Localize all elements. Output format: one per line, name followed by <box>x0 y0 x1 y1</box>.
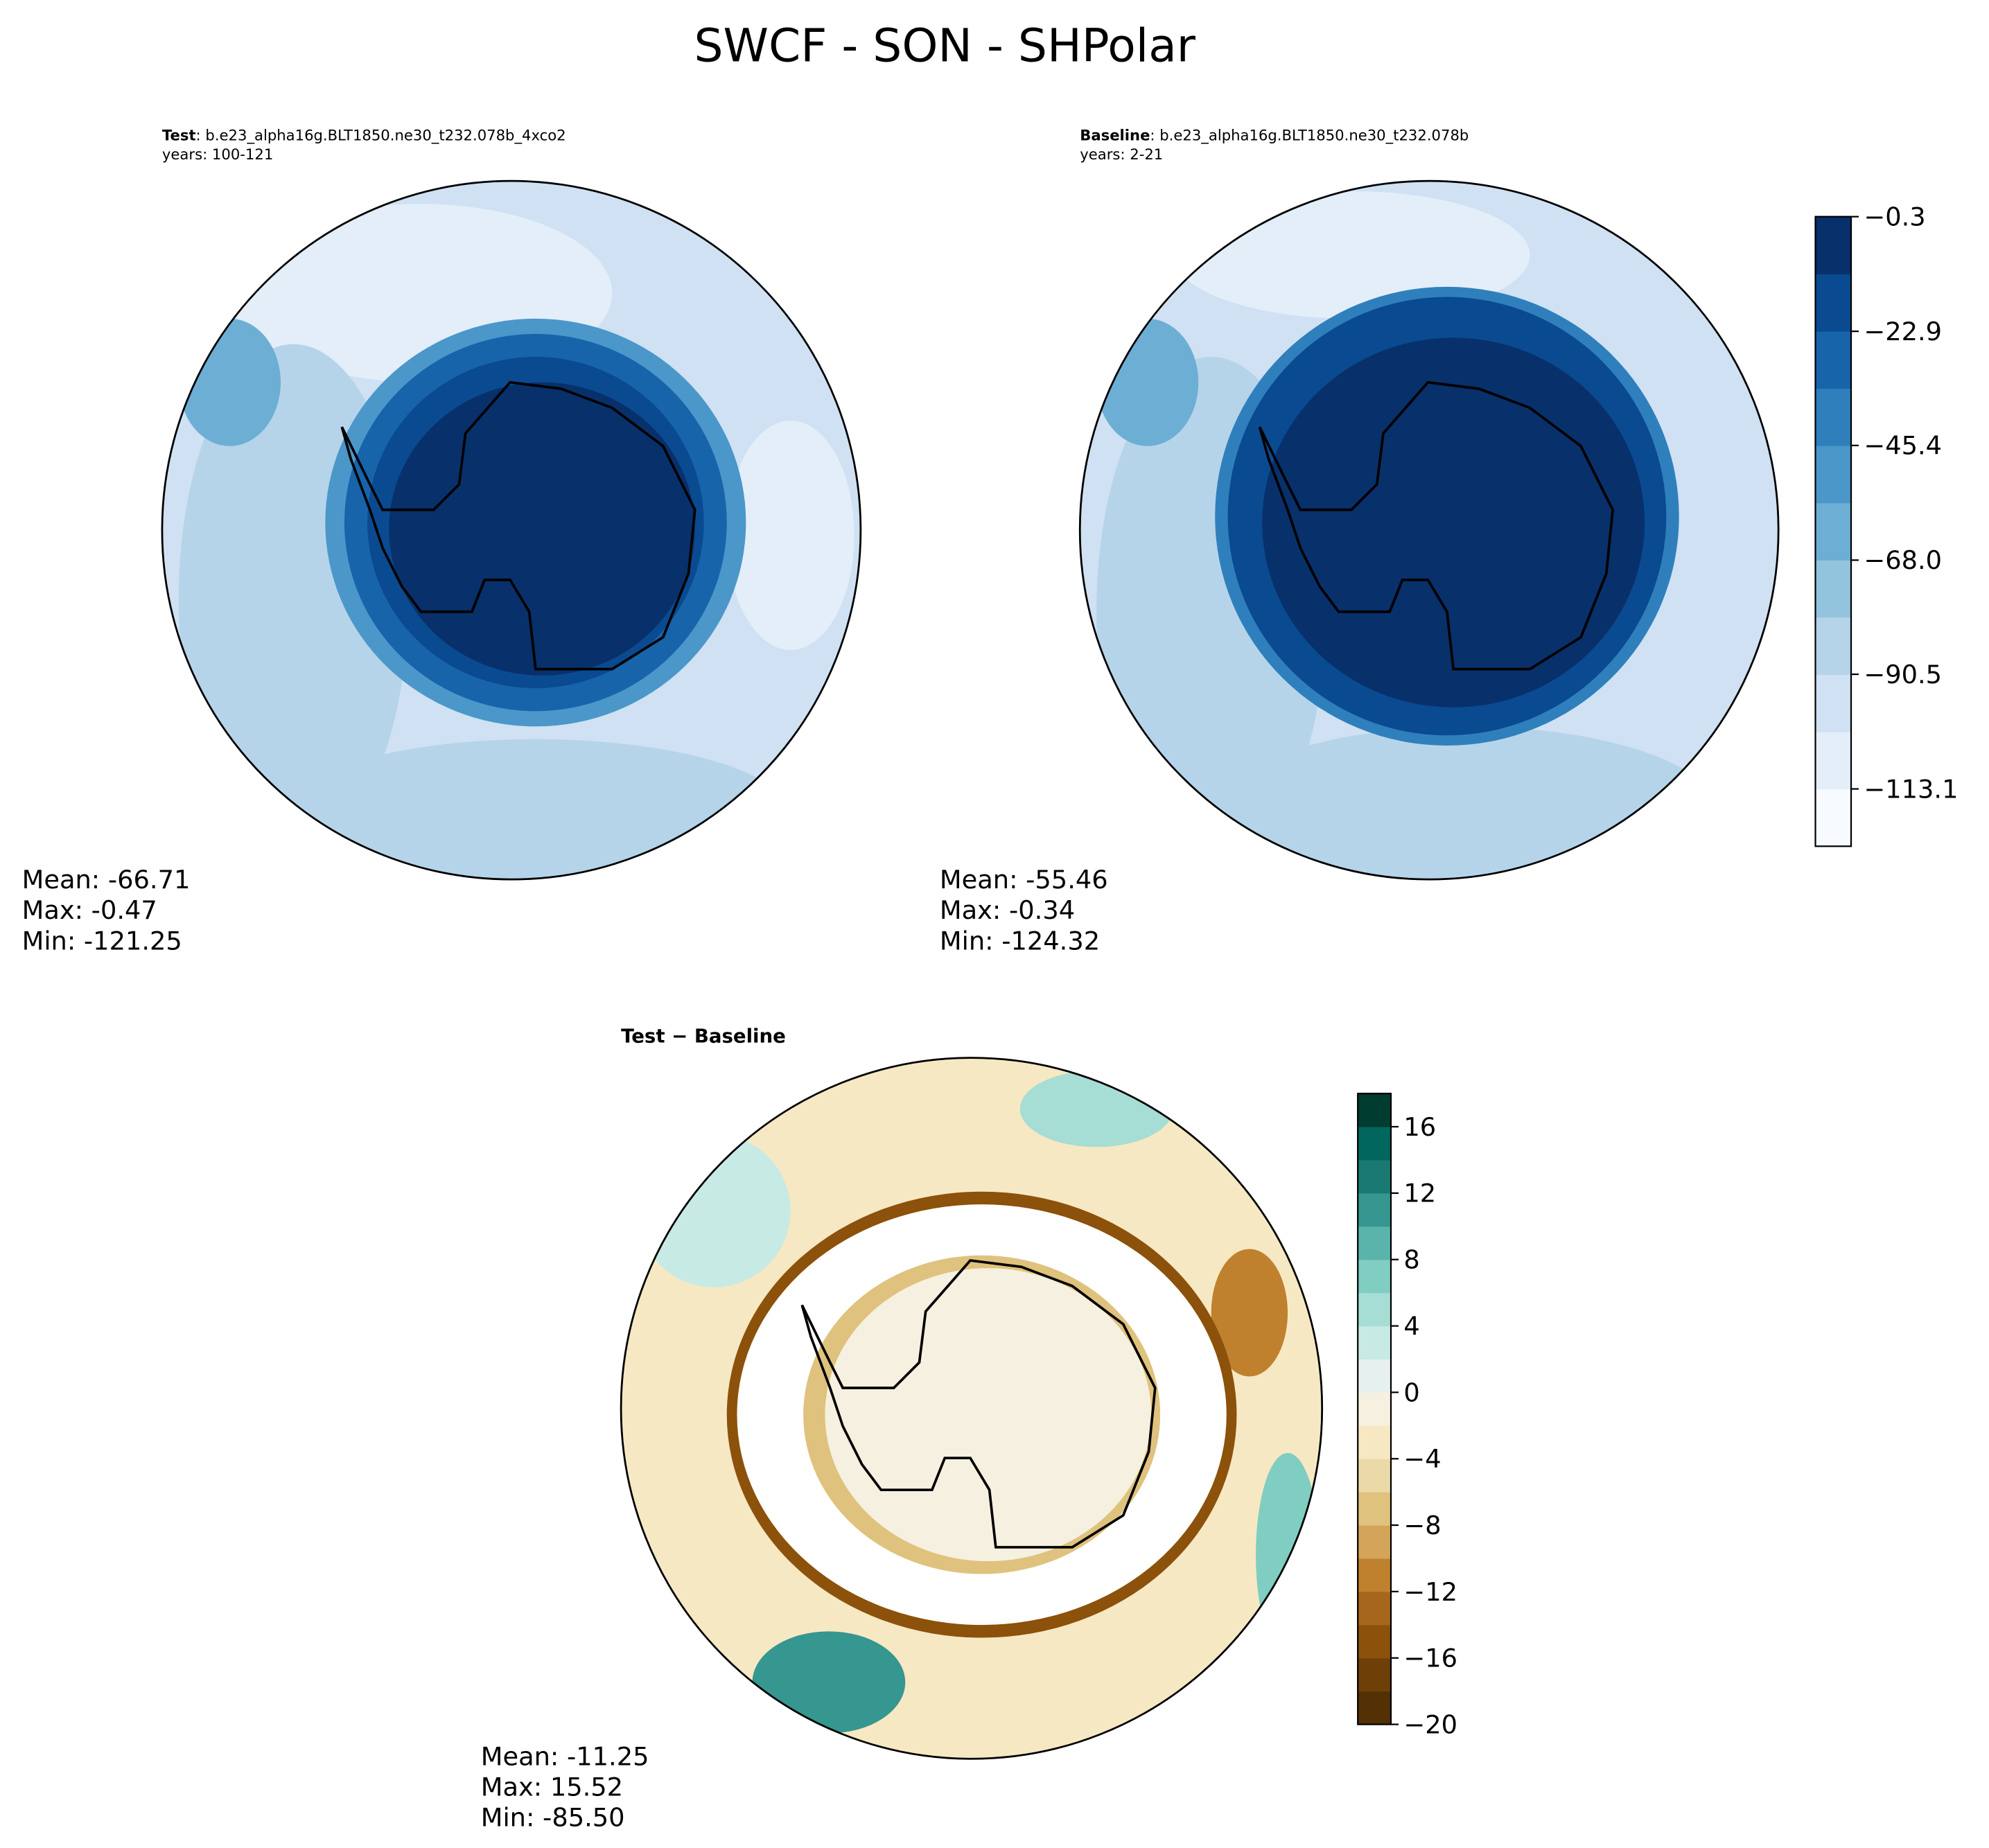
colorbar-band <box>1358 1392 1392 1426</box>
colorbar-band <box>1815 502 1852 561</box>
panel-stat: Min: -121.25 <box>22 926 182 956</box>
panel-label: Baseline <box>1080 126 1150 143</box>
colorbar-tick-label: −90.5 <box>1864 660 1942 689</box>
colorbar-tick-label: 8 <box>1403 1245 1419 1275</box>
colorbar-band <box>1358 1624 1392 1659</box>
colorbar-band <box>1358 1558 1392 1592</box>
panel-label: Test − Baseline <box>621 1025 786 1048</box>
panel-label: Test <box>162 126 196 143</box>
panel-subtitle: Baseline: b.e23_alpha16g.BLT1850.ne30_t2… <box>1080 126 1469 144</box>
colorbar-band <box>1358 1226 1392 1260</box>
colorbar-band <box>1815 789 1852 847</box>
colorbar-band <box>1815 674 1852 732</box>
colorbar-band <box>1358 1459 1392 1493</box>
colorbar-band <box>1815 446 1852 504</box>
colorbar-band <box>1358 1127 1392 1161</box>
panel-stat: Max: -0.34 <box>940 895 1075 925</box>
colorbar-tick-label: 12 <box>1403 1179 1436 1208</box>
colorbar-band <box>1815 274 1852 332</box>
panel-run: : b.e23_alpha16g.BLT1850.ne30_t232.078b <box>1150 126 1469 144</box>
colorbar-band <box>1358 1326 1392 1360</box>
colorbar-frame <box>1814 215 1852 847</box>
colorbar-band <box>1358 1259 1392 1294</box>
colorbar-tick-label: −20 <box>1403 1709 1457 1739</box>
panel-stat: Min: -85.50 <box>481 1803 625 1833</box>
colorbar-band <box>1358 1193 1392 1227</box>
colorbar-band <box>1358 1591 1392 1626</box>
colorbar-band <box>1358 1525 1392 1559</box>
dynamic: Test: b.e23_alpha16g.BLT1850.ne30_t232.0… <box>22 126 1959 1832</box>
colorbar-band <box>1815 732 1852 790</box>
panel-stat: Min: -124.32 <box>940 926 1100 956</box>
colorbar-band <box>1815 617 1852 676</box>
panel-years: years: 2-21 <box>1080 146 1163 163</box>
colorbar-band <box>1358 1657 1392 1692</box>
colorbar-tick-label: 0 <box>1403 1378 1419 1407</box>
colorbar-tick-label: −16 <box>1403 1644 1457 1673</box>
map-baseline <box>1080 181 1779 880</box>
map-test <box>161 181 861 880</box>
colorbar-band <box>1358 1292 1392 1327</box>
colorbar-tick-label: −113.1 <box>1864 774 1958 804</box>
colorbar-band <box>1815 216 1852 274</box>
colorbar-tick-label: −0.3 <box>1864 202 1925 232</box>
panel-stat: Max: 15.52 <box>481 1772 623 1802</box>
colorbar-band <box>1815 331 1852 389</box>
colorbar-frame <box>1357 1093 1392 1725</box>
panel-run: : b.e23_alpha16g.BLT1850.ne30_t232.078b_… <box>196 126 566 144</box>
map-difference <box>621 1057 1322 1759</box>
panel-stat: Max: -0.47 <box>22 895 157 925</box>
colorbar-band <box>1358 1093 1392 1127</box>
colorbar-tick-label: −22.9 <box>1864 317 1942 346</box>
colorbar-tick-label: −45.4 <box>1864 431 1942 461</box>
colorbar-band <box>1358 1159 1392 1194</box>
colorbar-tick-label: −12 <box>1403 1577 1457 1607</box>
colorbar-tick-label: 16 <box>1403 1112 1436 1142</box>
panel-stat: Mean: -55.46 <box>940 865 1108 895</box>
figure-title: SWCF - SON - SHPolar <box>694 19 1196 72</box>
colorbar-band <box>1358 1425 1392 1459</box>
panel-subtitle: Test: b.e23_alpha16g.BLT1850.ne30_t232.0… <box>162 126 566 144</box>
panel-years: years: 100-121 <box>162 146 273 163</box>
panel-stat: Mean: -66.71 <box>22 865 191 895</box>
colorbar-tick-label: −4 <box>1403 1444 1441 1474</box>
colorbar-band <box>1358 1691 1392 1725</box>
colorbar-tick-label: 4 <box>1403 1311 1419 1341</box>
colorbar-tick-label: −68.0 <box>1864 545 1942 575</box>
colorbar-band <box>1815 560 1852 618</box>
colorbar-band <box>1815 388 1852 446</box>
colorbar-band <box>1358 1359 1392 1393</box>
colorbar-band <box>1358 1492 1392 1526</box>
panel-stat: Mean: -11.25 <box>481 1741 649 1771</box>
colorbar-tick-label: −8 <box>1403 1511 1441 1540</box>
